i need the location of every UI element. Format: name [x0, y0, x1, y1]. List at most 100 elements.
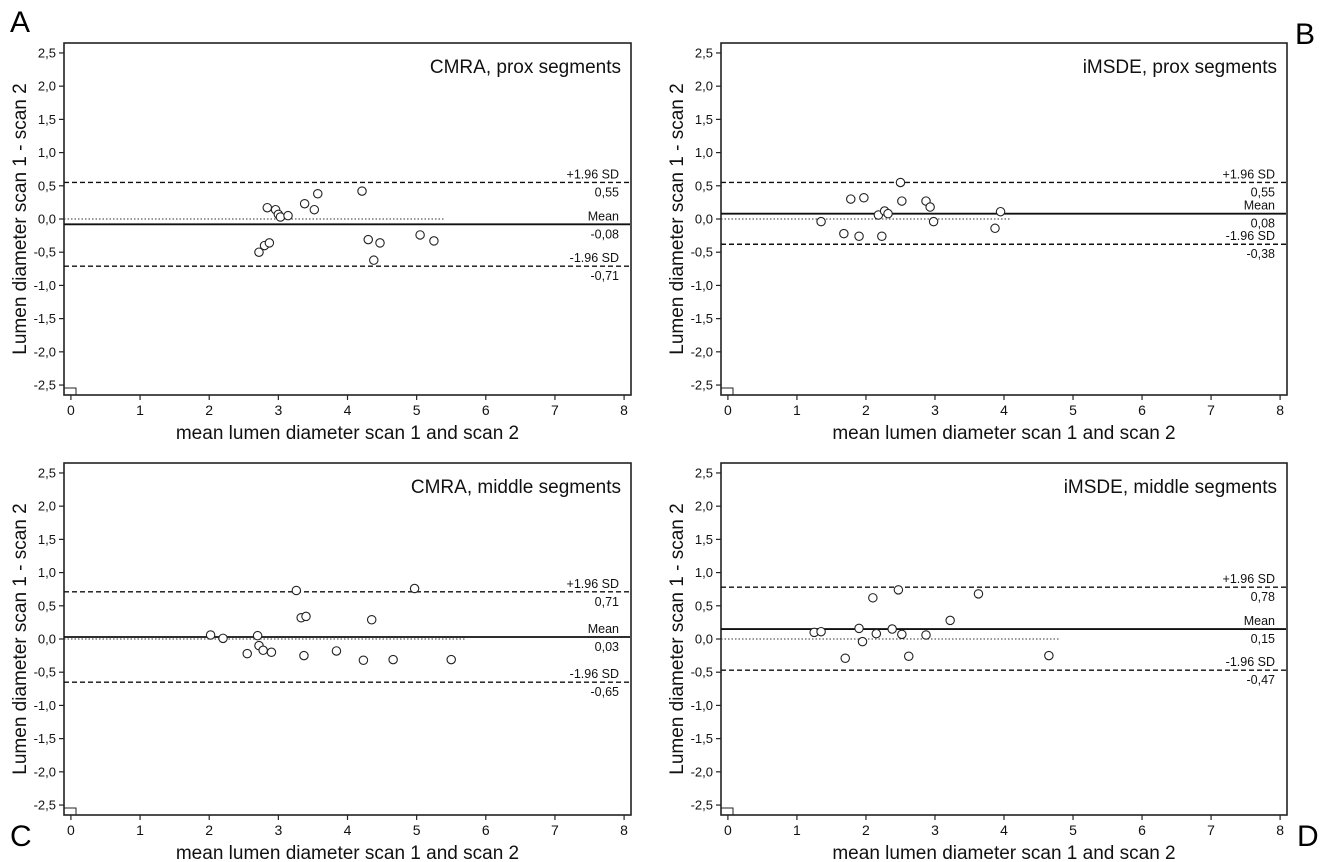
x-tick-label: 5	[1069, 822, 1077, 838]
lower-loa-label: -1.96 SD	[570, 251, 619, 265]
chart-panel-a: 2,5 2,0 1,5 1,0 0,5 0,0 -0,5 -1,0 -1,5 -2,0 -2,5 0 1…	[10, 42, 632, 444]
data-point	[897, 629, 907, 640]
y-tick-label: 2,0	[38, 79, 56, 94]
x-tick-label: 0	[724, 402, 732, 418]
panel-annotation: iMSDE, middle segments	[1064, 477, 1277, 498]
data-point	[846, 194, 856, 204]
x-tick-label: 6	[482, 402, 490, 418]
data-point	[1044, 650, 1054, 661]
x-tick-label: 7	[551, 822, 559, 838]
x-tick-label: 4	[1000, 822, 1008, 838]
lower-loa-label: -1.96 SD	[1226, 655, 1275, 669]
data-point	[840, 653, 850, 664]
data-point	[357, 186, 367, 196]
y-tick-label: -2,5	[34, 798, 56, 813]
mean-value: -0,08	[591, 227, 620, 241]
x-tick-label: 8	[1276, 402, 1284, 418]
x-tick-label: 4	[1000, 402, 1008, 418]
y-tick-label: 0,5	[695, 178, 713, 193]
x-tick-label: 4	[344, 402, 352, 418]
data-point	[309, 204, 320, 215]
mean-value: 0,08	[1251, 217, 1275, 231]
data-point	[299, 650, 309, 661]
x-tick-label: 4	[344, 822, 352, 838]
x-tick-label: 1	[136, 822, 144, 838]
data-point	[854, 623, 864, 634]
upper-loa-value: 0,78	[1251, 590, 1275, 604]
x-tick-label: 3	[931, 402, 939, 418]
data-point	[291, 585, 302, 596]
data-point	[205, 630, 216, 640]
y-tick-label: 2,5	[38, 45, 56, 60]
data-point	[266, 647, 277, 658]
x-tick-label: 5	[1069, 402, 1077, 418]
y-tick-label: 1,0	[695, 145, 713, 160]
x-tick-label: 1	[793, 822, 801, 838]
x-axis-title: mean lumen diameter scan 1 and scan 2	[832, 423, 1175, 444]
y-tick-label: -2,0	[34, 344, 56, 359]
upper-loa-value: 0,55	[1251, 185, 1275, 199]
y-tick-label: 2,0	[38, 499, 56, 514]
panel-letter-b: B	[1295, 18, 1316, 51]
y-tick-label: 0,0	[695, 632, 713, 647]
data-point	[868, 593, 878, 603]
y-axis-title: Lumen diameter scan 1 - scan 2	[667, 83, 688, 354]
y-tick-label: 0,0	[695, 212, 713, 227]
data-point	[973, 589, 984, 599]
mean-label: Mean	[1244, 199, 1275, 213]
lower-loa-value: -0,71	[591, 269, 620, 283]
y-tick-label: -1,5	[691, 311, 713, 326]
x-tick-label: 0	[67, 822, 75, 838]
x-tick-label: 5	[413, 402, 421, 418]
panel-letter-c: C	[10, 820, 32, 853]
panel-annotation: CMRA, middle segments	[411, 477, 621, 498]
data-point	[262, 202, 273, 213]
data-point	[839, 228, 849, 239]
y-tick-label: -1,5	[691, 731, 713, 746]
data-point	[816, 216, 826, 227]
data-point	[242, 648, 252, 659]
x-tick-label: 2	[862, 822, 870, 838]
lower-loa-label: -1.96 SD	[1226, 229, 1275, 243]
x-tick-label: 1	[136, 402, 144, 418]
panel-annotation: iMSDE, prox segments	[1083, 57, 1277, 78]
y-tick-label: -2,0	[691, 344, 713, 359]
y-axis-title: Lumen diameter scan 1 - scan 2	[667, 503, 688, 774]
y-tick-label: -1,0	[691, 278, 713, 293]
y-tick-label: -2,5	[691, 378, 713, 393]
data-point	[897, 196, 907, 206]
x-tick-label: 2	[862, 402, 870, 418]
data-point	[877, 231, 887, 242]
data-point	[299, 198, 310, 209]
mean-value: 0,03	[595, 640, 619, 654]
x-tick-label: 7	[1207, 822, 1215, 838]
mean-label: Mean	[1244, 614, 1275, 628]
x-tick-label: 3	[274, 822, 282, 838]
y-tick-label: -0,5	[691, 245, 713, 260]
y-tick-label: 2,5	[38, 465, 56, 480]
data-point	[264, 238, 275, 248]
x-tick-label: 2	[205, 402, 213, 418]
data-point	[854, 231, 864, 242]
y-tick-label: -1,0	[34, 698, 56, 713]
data-point	[388, 654, 398, 665]
x-tick-label: 7	[1207, 402, 1215, 418]
y-tick-label: -2,5	[34, 378, 56, 393]
mean-label: Mean	[588, 622, 619, 636]
y-axis-title: Lumen diameter scan 1 - scan 2	[10, 503, 31, 774]
corner-marker	[721, 807, 734, 815]
x-axis-title: mean lumen diameter scan 1 and scan 2	[176, 423, 519, 444]
data-point	[921, 630, 931, 640]
data-point	[446, 654, 456, 665]
upper-loa-value: 0,71	[595, 595, 619, 609]
upper-loa-label: +1.96 SD	[567, 167, 619, 181]
y-tick-label: 0,5	[38, 178, 56, 193]
data-point	[903, 651, 914, 662]
data-point	[990, 223, 1000, 234]
y-tick-label: -2,0	[34, 764, 56, 779]
mean-value: 0,15	[1251, 632, 1275, 646]
upper-loa-label: +1.96 SD	[1223, 167, 1275, 181]
upper-loa-label: +1.96 SD	[567, 577, 619, 591]
y-tick-label: -2,0	[691, 764, 713, 779]
